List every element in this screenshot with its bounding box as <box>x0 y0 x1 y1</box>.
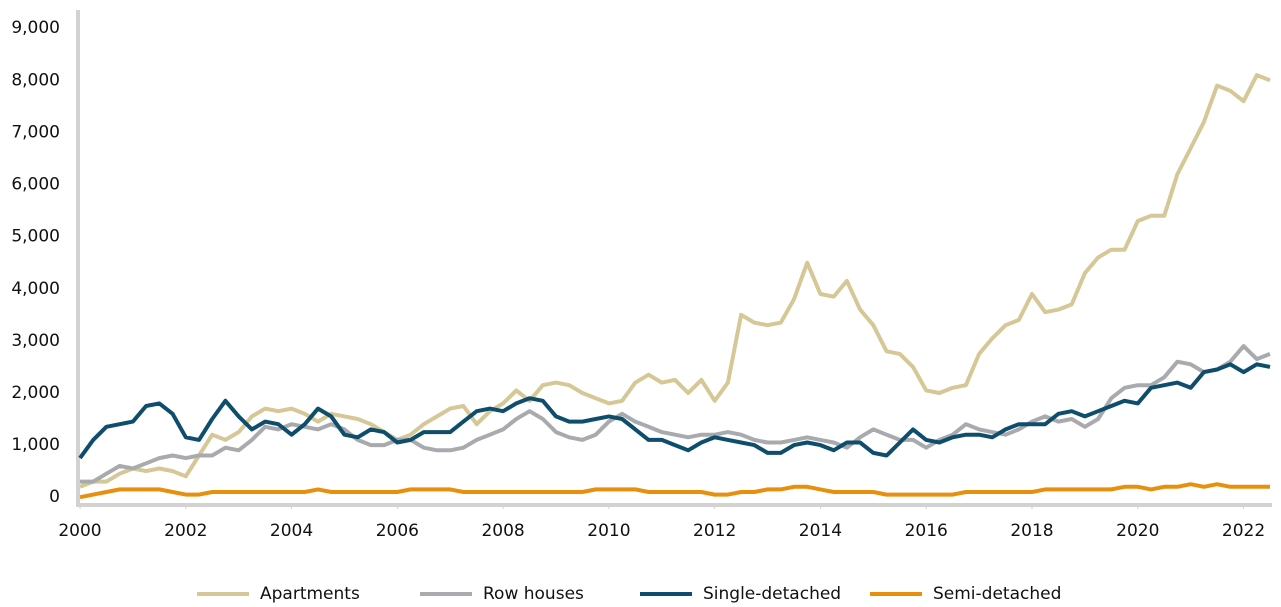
y-tick-label: 2,000 <box>11 383 60 403</box>
legend-label: Row houses <box>483 584 584 604</box>
x-tick-label: 2002 <box>164 521 207 541</box>
y-tick-label: 0 <box>49 487 60 507</box>
x-tick-label: 2010 <box>587 521 630 541</box>
x-tick-label: 2012 <box>693 521 736 541</box>
legend-label: Single-detached <box>703 584 841 604</box>
y-tick-label: 6,000 <box>11 175 60 195</box>
x-tick-label: 2020 <box>1116 521 1159 541</box>
series-line <box>78 362 1271 460</box>
series-line <box>79 73 1271 489</box>
y-tick-label: 1,000 <box>11 435 60 455</box>
x-tick-label: 2000 <box>58 521 101 541</box>
series-line <box>79 482 1270 500</box>
y-tick-label: 3,000 <box>11 331 60 351</box>
x-tick-label: 2016 <box>905 521 948 541</box>
y-tick-label: 5,000 <box>11 227 60 247</box>
x-tick-label: 2014 <box>799 521 842 541</box>
x-tick-label: 2004 <box>270 521 313 541</box>
x-tick-label: 2006 <box>376 521 419 541</box>
series-line <box>80 344 1271 484</box>
legend-label: Apartments <box>260 584 360 604</box>
x-tick-label: 2022 <box>1222 521 1265 541</box>
x-tick-label: 2018 <box>1010 521 1053 541</box>
y-tick-label: 8,000 <box>11 70 60 90</box>
y-tick-label: 7,000 <box>11 122 60 142</box>
legend-label: Semi-detached <box>933 584 1061 604</box>
y-tick-label: 9,000 <box>11 18 60 38</box>
y-tick-label: 4,000 <box>11 279 60 299</box>
x-tick-label: 2008 <box>481 521 524 541</box>
